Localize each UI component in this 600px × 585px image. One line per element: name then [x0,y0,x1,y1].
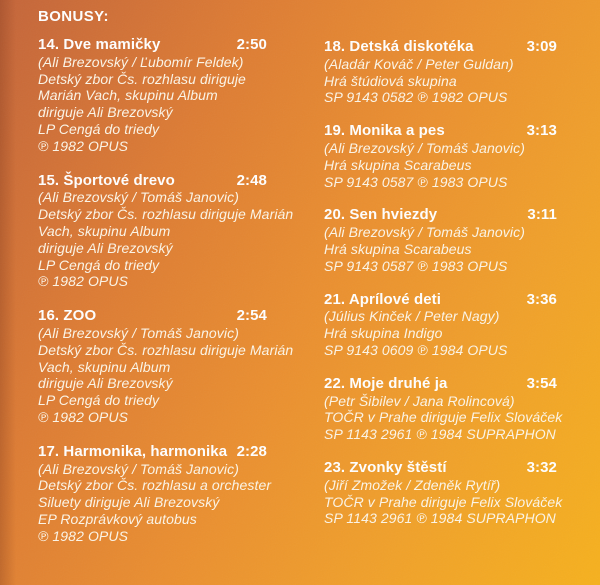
track-duration: 2:48 [236,171,267,189]
credit-line: LP Cengá do triedy [38,256,160,273]
track-duration: 3:54 [526,374,557,392]
track-credits: (Ali Brezovský / Tomáš Janovic) Detský zb… [38,461,300,545]
track-item: 21. Aprílové deti 3:36 (Július Kinček / … [324,290,586,359]
track-duration: 2:54 [236,307,267,325]
track-title: 20. Sen hviezdy [324,206,438,224]
credit-line: SP 1143 2961 ℗ 1984 SUPRAPHON [324,510,556,527]
track-header: 20. Sen hviezdy 3:11 [324,207,557,224]
track-header: 19. Monika a pes 3:13 [324,122,557,140]
credit-line: SP 9143 0582 ℗ 1982 OPUS [324,89,508,106]
track-item: 20. Sen hviezdy 3:11 (Ali Brezovský / To… [324,207,586,274]
track-header: 15. Športové drevo 2:48 [38,171,267,190]
track-credits: (Ali Brezovský / Tomáš Janovic) Detský zb… [38,189,300,290]
credit-line: diriguje Ali Brezovský [38,239,173,256]
credit-line: (Ali Brezovský / Tomáš Janovic) [324,224,525,241]
credit-line: Detský zbor Čs. rozhlasu diriguje [38,70,246,87]
credit-line: SP 9143 0587 ℗ 1983 OPUS [324,173,508,190]
credit-line: TOČR v Prahe diriguje Felix Slováček [324,493,563,510]
track-title: 17. Harmonika, harmonika [38,442,228,460]
track-header: 18. Detská diskotéka 3:09 [324,38,557,56]
credit-line: (Ali Brezovský / Tomáš Janovic) [324,139,525,156]
track-duration: 2:50 [236,36,267,53]
credit-line: ℗ 1982 OPUS [38,408,129,425]
track-duration: 3:32 [526,458,557,476]
track-title: 19. Monika a pes [324,122,445,140]
credit-line: ℗ 1982 OPUS [38,137,129,154]
track-credits: (Ali Brezovský / Tomáš Janovic) Hrá skupi… [324,224,586,274]
track-item: 14. Dve mamičky 2:50 (Ali Brezovský / Ľu… [38,36,300,155]
track-header: 16. ZOO 2:54 [38,307,267,325]
credit-line: ℗ 1982 OPUS [38,273,129,290]
track-title: 23. Zvonky štěstí [324,458,447,476]
track-duration: 3:09 [526,38,557,55]
credit-line: Siluety diriguje Ali Brezovský [38,494,220,511]
track-duration: 3:11 [527,206,557,224]
credit-line: Hrá skupina Scarabeus [324,156,472,173]
credit-line: Vach, skupinu Album [38,358,171,375]
track-credits: (Július Kinček / Peter Nagy) Hrá skupina … [324,308,586,358]
credit-line: Detský zbor Čs. rozhlasu diriguje Marián [38,206,294,223]
credit-line: Marián Vach, skupinu Album [38,87,218,104]
credit-line: (Petr Šibilev / Jana Rolincová) [324,392,515,409]
track-credits: (Aladár Kováč / Peter Guldan) Hrá štúdiov… [324,56,586,106]
track-duration: 3:36 [526,290,557,308]
track-duration: 3:13 [526,122,557,140]
track-title: 15. Športové drevo [38,171,175,189]
track-credits: (Ali Brezovský / Tomáš Janovic) Detský zb… [38,325,300,426]
page-heading: BONUSY: [38,8,109,25]
credit-line: (Ali Brezovský / Ľubomír Feldek) [38,53,244,70]
track-item: 18. Detská diskotéka 3:09 (Aladár Kováč … [324,38,586,106]
track-title: 16. ZOO [38,307,97,325]
track-header: 22. Moje druhé ja 3:54 [324,374,557,393]
credit-line: (Ali Brezovský / Tomáš Janovic) [38,324,239,341]
credit-line: SP 9143 0587 ℗ 1983 OPUS [324,257,508,274]
credit-line: LP Cengá do triedy [38,392,160,409]
track-title: 21. Aprílové deti [324,290,442,308]
credit-line: ℗ 1982 OPUS [38,527,129,544]
credit-line: SP 1143 2961 ℗ 1984 SUPRAPHON [324,426,556,443]
credit-line: Hrá štúdiová skupina [324,72,457,89]
track-header: 14. Dve mamičky 2:50 [38,36,267,54]
credit-line: (Ali Brezovský / Tomáš Janovic) [38,189,239,206]
track-item: 23. Zvonky štěstí 3:32 (Jiří Zmožek / Zd… [324,458,586,527]
track-item: 15. Športové drevo 2:48 (Ali Brezovský /… [38,171,300,291]
track-header: 21. Aprílové deti 3:36 [324,290,557,309]
credit-line: SP 9143 0609 ℗ 1984 OPUS [324,341,508,358]
credit-line: diriguje Ali Brezovský [38,375,173,392]
track-header: 17. Harmonika, harmonika 2:28 [38,442,267,461]
track-credits: (Ali Brezovský / Ľubomír Feldek) Detský z… [38,54,300,155]
credit-line: LP Cengá do triedy [38,120,160,137]
track-list-left: 14. Dve mamičky 2:50 (Ali Brezovský / Ľu… [38,36,300,563]
credit-line: (Jiří Zmožek / Zdeněk Rytíř) [324,476,501,493]
track-title: 18. Detská diskotéka [324,38,474,55]
credit-line: Hrá skupina Scarabeus [324,240,472,257]
credit-line: Vach, skupinu Album [38,222,171,239]
track-item: 17. Harmonika, harmonika 2:28 (Ali Brezo… [38,442,300,545]
track-credits: (Ali Brezovský / Tomáš Janovic) Hrá skupi… [324,140,586,190]
credit-line: diriguje Ali Brezovský [38,104,173,121]
track-duration: 2:28 [236,442,267,460]
track-list-right: 18. Detská diskotéka 3:09 (Aladár Kováč … [324,38,586,544]
credit-line: Hrá skupina Indigo [324,325,443,342]
track-credits: (Jiří Zmožek / Zdeněk Rytíř) TOČR v Prahe… [324,477,586,527]
track-item: 16. ZOO 2:54 (Ali Brezovský / Tomáš Jano… [38,307,300,426]
credit-line: (Aladár Kováč / Peter Guldan) [324,55,514,72]
track-title: 22. Moje druhé ja [324,374,448,392]
track-title: 14. Dve mamičky [38,36,161,53]
credit-line: TOČR v Prahe diriguje Felix Slováček [324,409,563,426]
credit-line: Detský zbor Čs. rozhlasu diriguje Marián [38,341,294,358]
track-item: 19. Monika a pes 3:13 (Ali Brezovský / T… [324,122,586,190]
track-item: 22. Moje druhé ja 3:54 (Petr Šibilev / J… [324,374,586,443]
credit-line: EP Rozprávkový autobus [38,510,197,527]
credit-line: (Ali Brezovský / Tomáš Janovic) [38,460,239,477]
credit-line: Detský zbor Čs. rozhlasu a orchester [38,477,272,494]
credit-line: (Július Kinček / Peter Nagy) [324,308,500,325]
track-credits: (Petr Šibilev / Jana Rolincová) TOČR v Pr… [324,393,586,443]
track-header: 23. Zvonky štěstí 3:32 [324,458,557,477]
